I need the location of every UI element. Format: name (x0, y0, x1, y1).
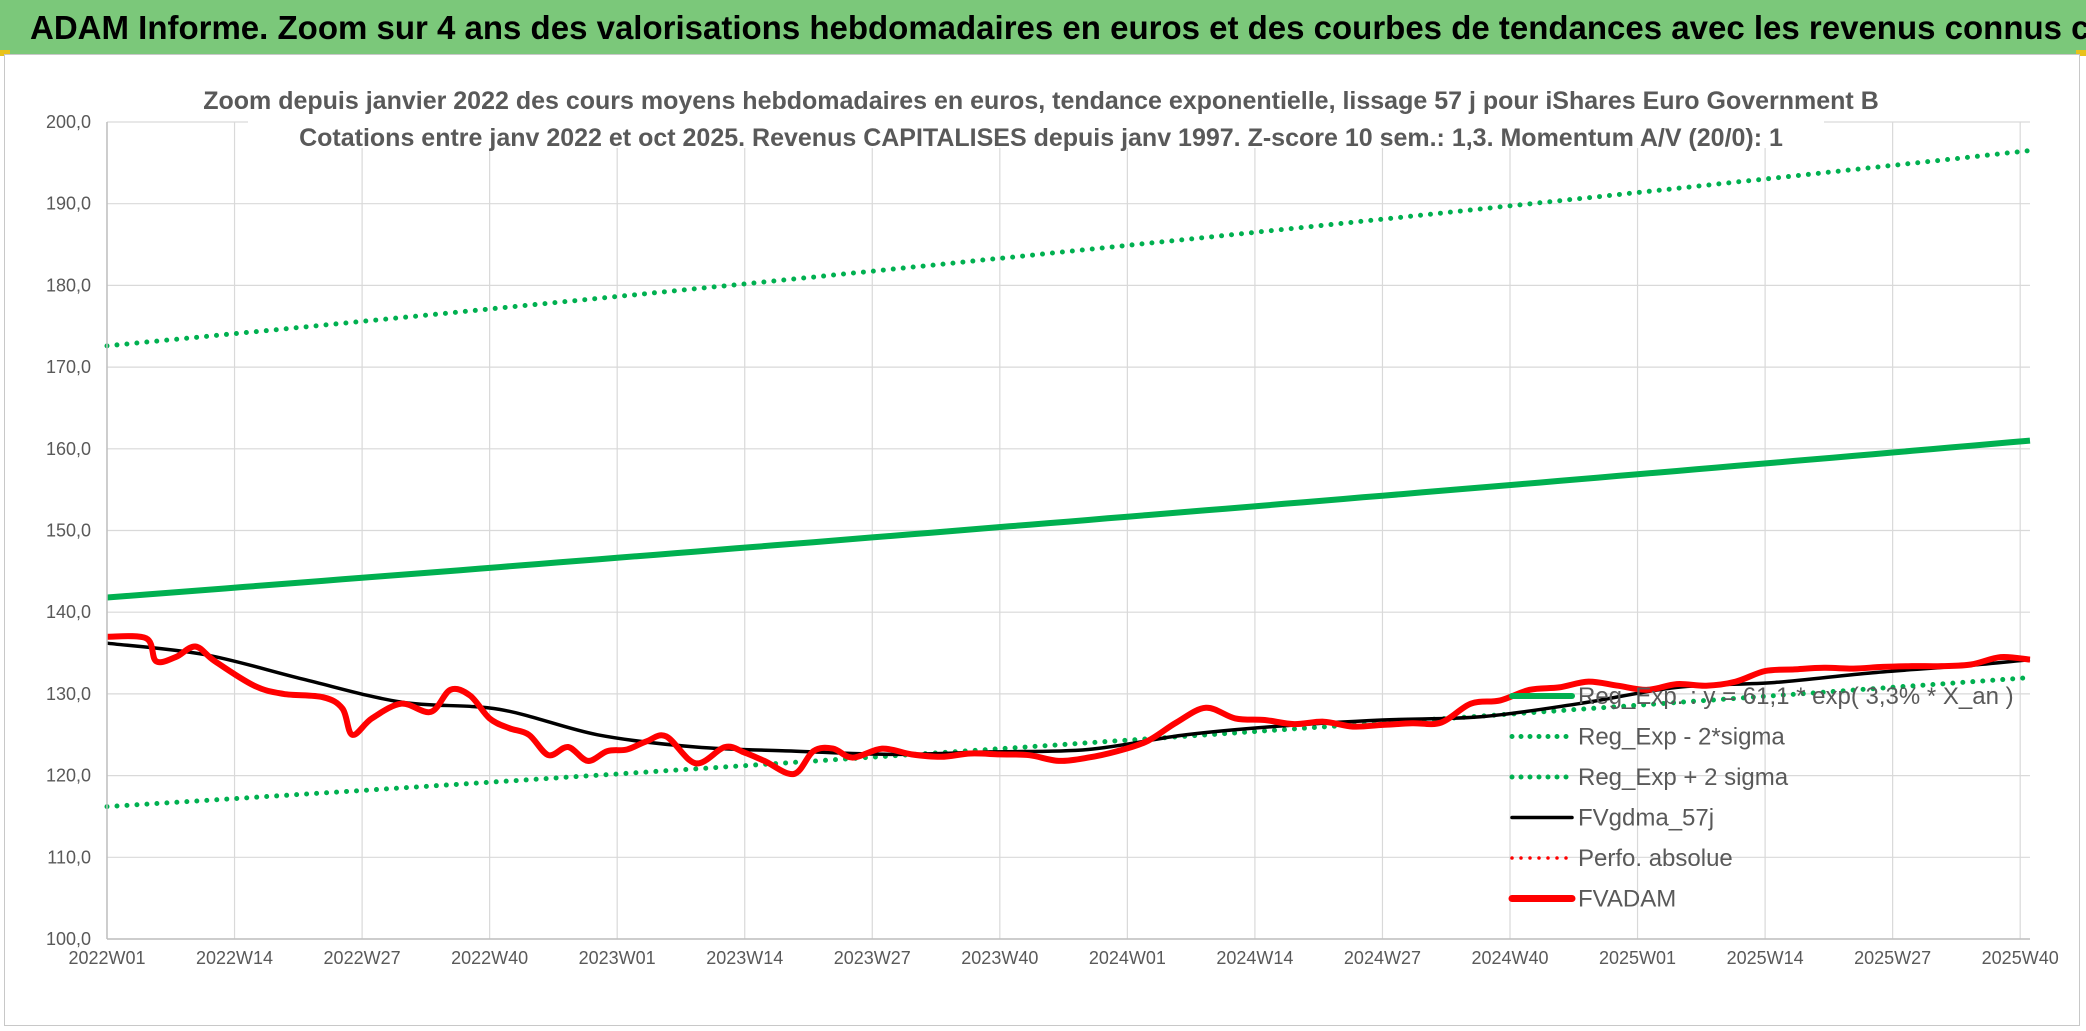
y-tick-label: 180,0 (46, 275, 91, 295)
legend-item-fvadam: FVADAM (1508, 886, 1676, 913)
x-tick-label: 2024W40 (1471, 948, 1548, 968)
y-tick-label: 140,0 (46, 602, 91, 622)
y-tick-label: 100,0 (46, 929, 91, 949)
legend-label: FVgdma_57j (1578, 805, 1714, 832)
y-tick-label: 120,0 (46, 766, 91, 786)
y-tick-label: 130,0 (46, 684, 91, 704)
x-tick-label: 2022W01 (68, 948, 145, 968)
y-tick-label: 150,0 (46, 521, 91, 541)
legend-item-reg-exp-minus-2sigma: Reg_Exp - 2*sigma (1509, 724, 1785, 751)
y-tick-label: 170,0 (46, 357, 91, 377)
corner-accent-right (2076, 50, 2086, 56)
x-tick-label: 2023W27 (834, 948, 911, 968)
legend-item-fvgdma-57j: FVgdma_57j (1510, 805, 1714, 832)
chart-title-line1: Zoom depuis janvier 2022 des cours moyen… (203, 87, 1879, 115)
series-layer (104, 148, 2033, 810)
line-chart: 100,0 110,0 120,0 130,0 140,0 150,0 160,0 170,0… (46, 80, 2059, 968)
series-reg-exp-minus-2sigma (104, 675, 2033, 810)
x-tick-label: 2024W01 (1089, 948, 1166, 968)
chart-frame (4, 54, 2080, 1026)
x-tick-label: 2024W27 (1344, 948, 1421, 968)
x-tick-label: 2022W40 (451, 948, 528, 968)
legend-item-reg-exp-plus-2sigma: Reg_Exp + 2 sigma (1509, 764, 1789, 791)
x-tick-label: 2025W27 (1854, 948, 1931, 968)
legend-label: Reg_Exp + 2 sigma (1578, 764, 1789, 791)
chart-title-group: Zoom depuis janvier 2022 des cours moyen… (203, 80, 1879, 152)
x-tick-label: 2025W01 (1599, 948, 1676, 968)
x-tick-label: 2023W01 (579, 948, 656, 968)
x-tick-label: 2025W40 (1982, 948, 2059, 968)
grid-layer (106, 121, 2030, 940)
title-backdrop (248, 80, 1824, 148)
y-tick-label: 190,0 (46, 194, 91, 214)
axis-layer: 100,0 110,0 120,0 130,0 140,0 150,0 160,0 170,0… (46, 112, 2059, 968)
y-tick-label: 200,0 (46, 112, 91, 132)
legend-label: Reg_Exp - 2*sigma (1578, 724, 1785, 751)
x-tick-label: 2022W27 (324, 948, 401, 968)
legend-label: Reg_Exp. : y = 61,1 * exp( 3,3% * X_an ) (1578, 683, 2014, 710)
x-tick-label: 2024W14 (1216, 948, 1293, 968)
series-fvadam (106, 633, 2031, 778)
legend-label: FVADAM (1578, 886, 1676, 913)
y-tick-label: 160,0 (46, 439, 91, 459)
x-tick-label: 2022W14 (196, 948, 273, 968)
chart-title-line2: Cotations entre janv 2022 et oct 2025. R… (299, 124, 1783, 152)
y-tick-label: 110,0 (47, 847, 91, 867)
x-tick-label: 2023W40 (961, 948, 1038, 968)
series-reg-exp-plus-2sigma (104, 148, 2033, 349)
legend-item-perfo-absolue: Perfo. absolue (1510, 845, 1733, 872)
x-tick-label: 2023W14 (706, 948, 783, 968)
x-tick-label: 2025W14 (1727, 948, 1804, 968)
report-banner-title: ADAM Informe. Zoom sur 4 ans des valoris… (0, 0, 2086, 54)
corner-accent-left (0, 50, 10, 56)
legend-label: Perfo. absolue (1578, 845, 1733, 872)
legend: Reg_Exp. : y = 61,1 * exp( 3,3% * X_an )… (1508, 683, 2014, 913)
series-reg-exp (106, 437, 2031, 601)
legend-item-reg-exp: Reg_Exp. : y = 61,1 * exp( 3,3% * X_an ) (1509, 683, 2014, 710)
